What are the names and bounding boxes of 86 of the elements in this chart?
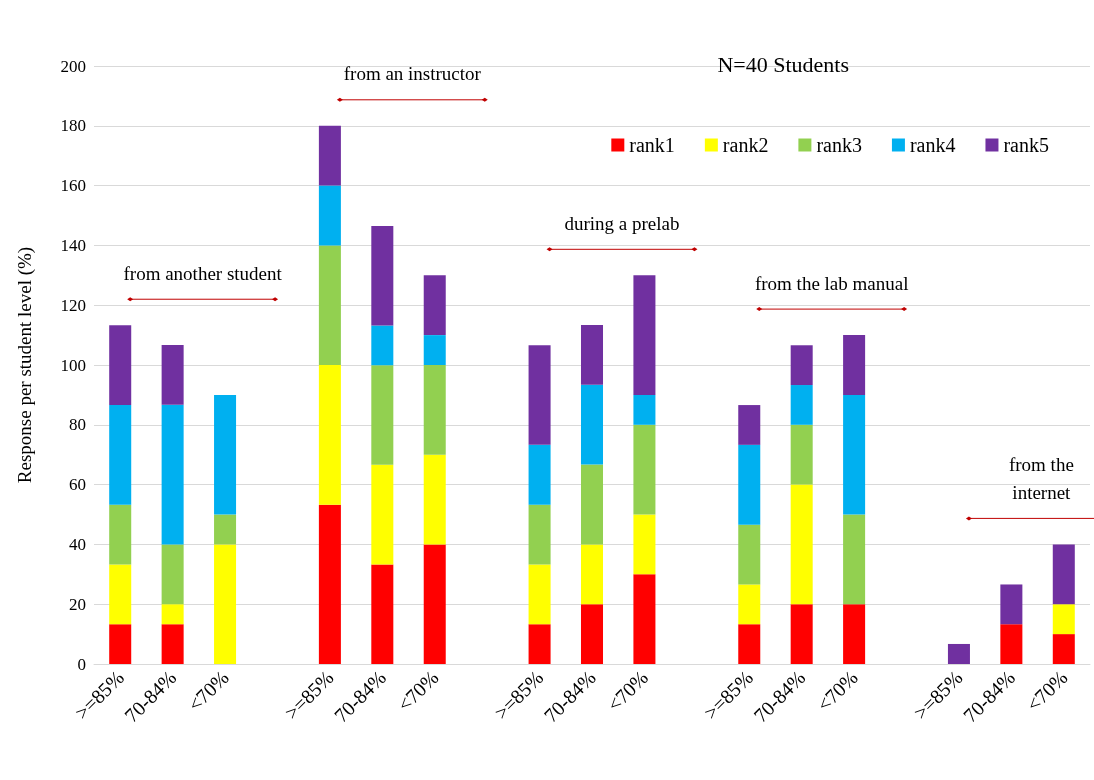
- y-tick-label: 0: [77, 654, 86, 674]
- bar: [633, 424, 656, 515]
- bar: [161, 404, 184, 545]
- bar: [161, 344, 184, 405]
- legend-label: rank5: [1003, 134, 1050, 156]
- bar: [371, 365, 394, 465]
- bar: [371, 325, 394, 366]
- y-tick-label: 180: [60, 116, 86, 136]
- annotation: from the internet: [1008, 453, 1074, 503]
- bar: [843, 394, 866, 515]
- y-tick-label: 60: [69, 475, 86, 495]
- bar: [109, 504, 132, 565]
- legend-label: rank2: [722, 134, 769, 156]
- bar: [633, 275, 656, 395]
- bar: [1052, 544, 1075, 605]
- bar: [371, 225, 394, 326]
- bar: [790, 385, 813, 425]
- bar: [528, 444, 551, 505]
- bar: [423, 544, 446, 664]
- chart-title: N=40 Students: [717, 51, 850, 77]
- bar: [318, 365, 341, 505]
- bar: [423, 275, 446, 336]
- bar: [1052, 604, 1075, 635]
- bar: [738, 405, 761, 445]
- bar: [843, 604, 866, 664]
- bar: [161, 624, 184, 664]
- bar: [109, 564, 132, 625]
- bar: [633, 574, 656, 664]
- bar: [580, 464, 604, 545]
- y-tick-label: 120: [60, 295, 86, 315]
- bar: [1000, 624, 1023, 664]
- bar: [423, 335, 446, 365]
- bar: [528, 624, 551, 664]
- bar: [1052, 634, 1075, 664]
- bar: [528, 564, 551, 625]
- bar: [318, 125, 341, 186]
- bar: [790, 345, 813, 386]
- bar: [214, 394, 237, 515]
- annotation: from an instructor: [343, 63, 482, 85]
- bar: [371, 464, 394, 565]
- bar: [738, 584, 761, 625]
- bar: [580, 544, 604, 605]
- bar: [318, 185, 341, 246]
- bar: [318, 504, 341, 664]
- annotation: from another student: [123, 262, 283, 284]
- bar: [738, 524, 761, 585]
- bar: [109, 624, 132, 664]
- y-tick-label: 20: [69, 594, 86, 614]
- bar: [580, 384, 604, 465]
- bar: [318, 245, 341, 365]
- bar: [790, 484, 813, 605]
- legend-label: rank4: [909, 134, 956, 156]
- bar: [633, 394, 656, 425]
- bar: [109, 405, 132, 505]
- bar: [528, 345, 551, 445]
- bar: [843, 514, 866, 605]
- bar: [109, 325, 132, 406]
- bar: [790, 424, 813, 485]
- bar: [214, 514, 237, 545]
- y-tick-label: 100: [60, 355, 86, 375]
- bar: [161, 604, 184, 625]
- bar: [371, 564, 394, 664]
- y-tick-label: 160: [60, 176, 86, 196]
- legend-label: rank3: [816, 134, 862, 156]
- y-tick-label: 80: [69, 415, 86, 435]
- bar: [790, 604, 813, 664]
- y-tick-label: 200: [60, 56, 86, 76]
- bar: [738, 444, 761, 525]
- bar: [423, 454, 446, 545]
- annotation: during a prelab: [564, 212, 680, 234]
- bar: [633, 514, 656, 575]
- bar: [161, 544, 184, 605]
- bar: [1000, 584, 1023, 625]
- bar: [214, 544, 237, 664]
- bar: [580, 604, 604, 664]
- legend-label: rank1: [629, 134, 675, 156]
- bar: [738, 624, 761, 664]
- y-axis-title: Response per student level (%): [14, 246, 36, 484]
- bar: [423, 365, 446, 455]
- bar: [947, 643, 970, 664]
- bar: [843, 335, 866, 395]
- annotation: from the lab manual: [754, 272, 909, 294]
- y-tick-label: 140: [60, 235, 86, 255]
- bar: [580, 324, 604, 385]
- y-tick-label: 40: [69, 534, 86, 554]
- bar: [528, 504, 551, 565]
